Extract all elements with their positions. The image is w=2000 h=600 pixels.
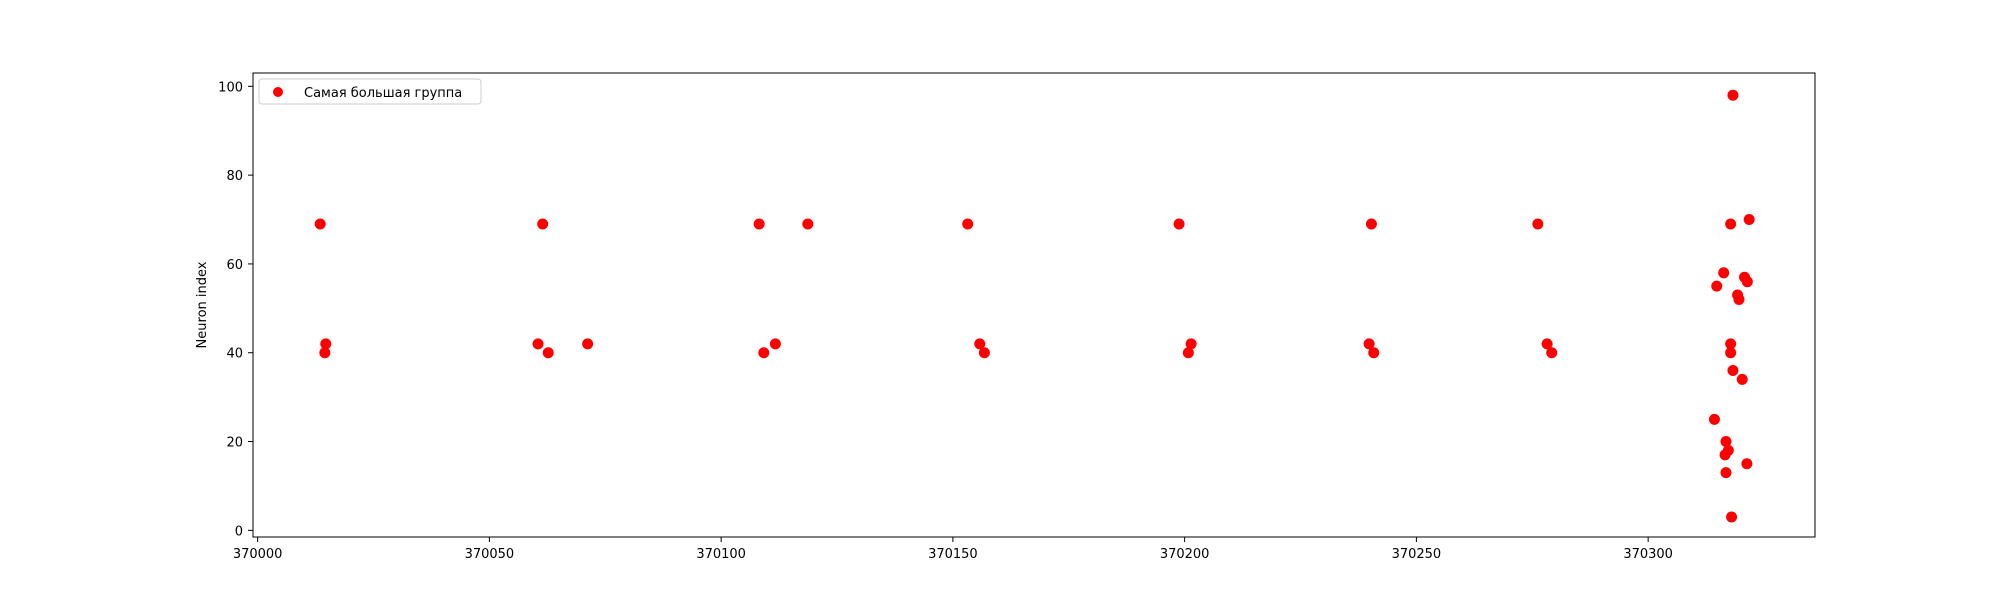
data-point bbox=[1185, 338, 1197, 350]
data-point bbox=[1708, 413, 1720, 425]
x-tick-label: 370150 bbox=[928, 547, 978, 562]
x-tick-label: 370100 bbox=[696, 547, 746, 562]
data-point bbox=[1718, 267, 1730, 279]
y-tick-label: 40 bbox=[226, 347, 243, 362]
y-axis-label: Neuron index bbox=[195, 261, 210, 348]
x-tick-label: 370200 bbox=[1160, 547, 1210, 562]
legend: Самая большая группа bbox=[258, 78, 482, 105]
legend-label: Самая большая группа bbox=[304, 86, 462, 101]
data-point bbox=[1546, 347, 1558, 359]
y-tick-label: 100 bbox=[218, 80, 243, 95]
y-tick-label: 60 bbox=[226, 258, 243, 273]
data-point bbox=[319, 347, 331, 359]
data-point bbox=[769, 338, 781, 350]
data-point bbox=[1727, 364, 1739, 376]
x-axis: 370000 370050 370100 370150 370200 370250 3703… bbox=[233, 537, 1673, 562]
x-tick-label: 370250 bbox=[1392, 547, 1442, 562]
data-point bbox=[1741, 458, 1753, 470]
data-point bbox=[1365, 218, 1377, 230]
plot-area-frame bbox=[252, 72, 1816, 538]
data-points bbox=[314, 89, 1755, 523]
data-point bbox=[1725, 347, 1737, 359]
data-point bbox=[962, 218, 974, 230]
data-point bbox=[1741, 276, 1753, 288]
x-tick-label: 370300 bbox=[1623, 547, 1673, 562]
data-point bbox=[1743, 214, 1755, 226]
legend-box bbox=[258, 78, 482, 105]
legend-marker bbox=[273, 87, 283, 97]
data-point bbox=[542, 347, 554, 359]
data-point bbox=[582, 338, 594, 350]
data-point bbox=[1733, 293, 1745, 305]
y-tick-label: 0 bbox=[235, 524, 243, 539]
data-point bbox=[1720, 436, 1732, 448]
data-point bbox=[1726, 511, 1738, 523]
data-point bbox=[1725, 338, 1737, 350]
x-tick-label: 370000 bbox=[233, 547, 283, 562]
data-point bbox=[758, 347, 770, 359]
data-point bbox=[320, 338, 332, 350]
y-tick-label: 20 bbox=[226, 436, 243, 451]
data-point bbox=[974, 338, 986, 350]
data-point bbox=[753, 218, 765, 230]
y-tick-label: 80 bbox=[226, 169, 243, 184]
data-point bbox=[1182, 347, 1194, 359]
data-point bbox=[1368, 347, 1380, 359]
data-point bbox=[1711, 280, 1723, 292]
data-point bbox=[537, 218, 549, 230]
x-tick-label: 370050 bbox=[465, 547, 515, 562]
data-point bbox=[532, 338, 544, 350]
data-point bbox=[978, 347, 990, 359]
data-point bbox=[1725, 218, 1737, 230]
y-axis: 0 20 40 60 80 100 bbox=[218, 80, 253, 539]
data-point bbox=[1727, 89, 1739, 101]
data-point bbox=[1173, 218, 1185, 230]
data-point bbox=[314, 218, 326, 230]
data-point bbox=[1720, 467, 1732, 479]
data-point bbox=[1532, 218, 1544, 230]
data-point bbox=[1363, 338, 1375, 350]
data-point bbox=[1719, 449, 1731, 461]
data-point bbox=[1541, 338, 1553, 350]
data-point bbox=[1736, 373, 1748, 385]
data-point bbox=[802, 218, 814, 230]
